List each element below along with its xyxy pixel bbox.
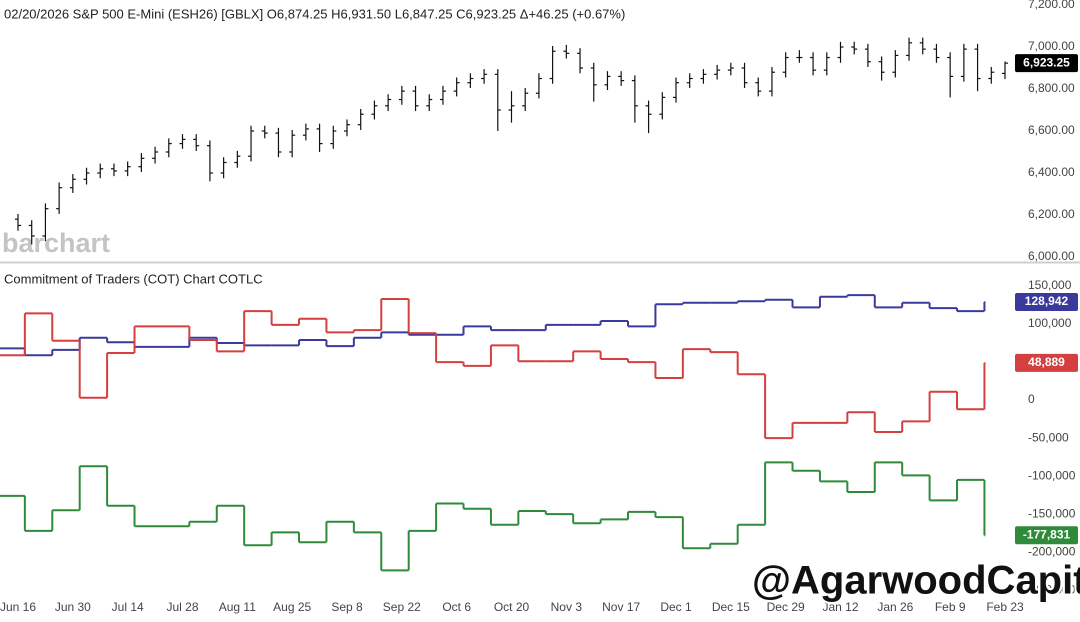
x-tick-label: Jan 26	[877, 600, 913, 614]
cot-title: Commitment of Traders (COT) Chart COTLC	[4, 271, 263, 286]
x-tick-label: Sep 22	[383, 600, 421, 614]
last-value-label: 48,889	[1028, 355, 1065, 369]
last-price-tag	[1015, 54, 1078, 73]
price-panel	[15, 37, 1008, 245]
last-price-label: 6,923.25	[1023, 55, 1070, 69]
last-value-label: -177,831	[1023, 527, 1071, 541]
cot-panel	[0, 294, 986, 572]
x-tick-label: Jun 16	[0, 600, 36, 614]
x-tick-label: Sep 8	[331, 600, 363, 614]
x-tick-label: Nov 17	[602, 600, 640, 614]
x-tick-label: Feb 23	[986, 600, 1024, 614]
y-tick-label: 6,400.00	[1028, 165, 1075, 179]
x-tick-label: Jun 30	[55, 600, 91, 614]
x-tick-label: Feb 9	[935, 600, 966, 614]
x-tick-label: Dec 29	[767, 600, 805, 614]
y-tick-label: 7,200.00	[1028, 0, 1075, 11]
last-value-tag	[1015, 293, 1078, 312]
chart-title: 02/20/2026 S&P 500 E-Mini (ESH26) [GBLX]…	[4, 6, 625, 21]
x-tick-label: Aug 11	[219, 600, 256, 614]
y-tick-label: -100,000	[1028, 468, 1076, 482]
y-tick-label: -250,000	[1028, 582, 1076, 596]
watermark-handle: @AgarwoodCapital	[752, 559, 1080, 603]
x-tick-label: Dec 15	[712, 600, 750, 614]
y-tick-label: 7,000.00	[1028, 39, 1075, 53]
x-tick-label: Nov 3	[551, 600, 583, 614]
last-value-tag	[1015, 526, 1078, 545]
y-tick-label: 150,000	[1028, 278, 1072, 292]
watermark-logo: barchart	[2, 228, 110, 258]
y-tick-label: 6,200.00	[1028, 207, 1075, 221]
y-tick-label: 6,800.00	[1028, 81, 1075, 95]
x-tick-label: Oct 20	[494, 600, 530, 614]
y-tick-label: -50,000	[1028, 430, 1069, 444]
x-tick-label: Jan 12	[822, 600, 858, 614]
x-tick-label: Jul 28	[166, 600, 198, 614]
x-tick-label: Jul 14	[112, 600, 144, 614]
y-tick-label: 0	[1028, 392, 1035, 406]
y-tick-label: 6,000.00	[1028, 249, 1075, 263]
x-tick-label: Aug 25	[273, 600, 311, 614]
last-value-tag	[1015, 353, 1078, 372]
last-value-label: 128,942	[1025, 294, 1069, 308]
y-tick-label: 6,600.00	[1028, 123, 1075, 137]
y-tick-label: 100,000	[1028, 316, 1072, 330]
y-tick-label: -200,000	[1028, 544, 1076, 558]
x-tick-label: Dec 1	[660, 600, 692, 614]
x-tick-label: Oct 6	[442, 600, 471, 614]
y-tick-label: -150,000	[1028, 506, 1076, 520]
